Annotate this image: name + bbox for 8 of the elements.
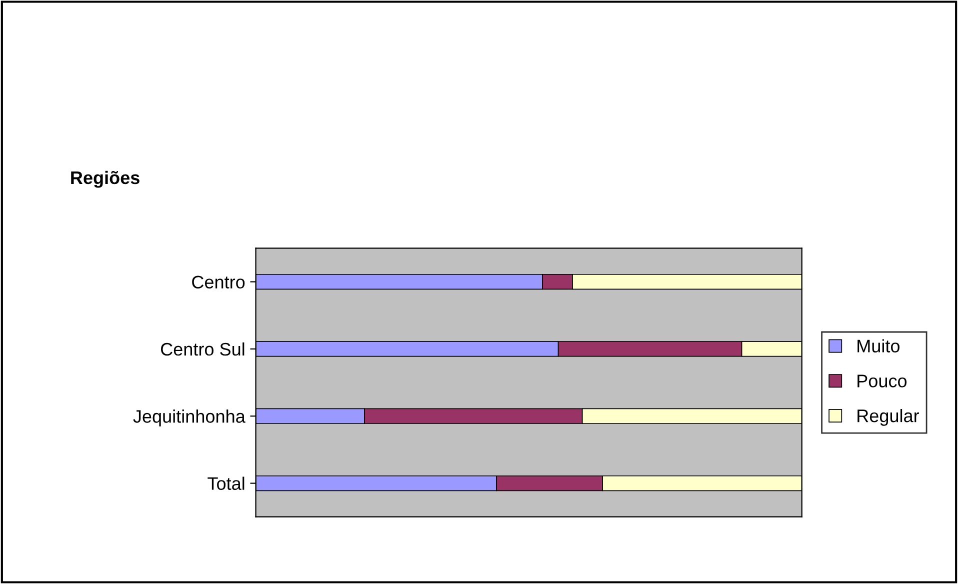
legend-label: Regular: [858, 408, 920, 426]
legend-label: Muito: [858, 339, 900, 352]
y-tick-label: Jequitinhonha: [133, 410, 246, 426]
y-tick-label: Centro: [192, 276, 245, 288]
legend-label: Pouco: [858, 374, 907, 388]
y-tick-label: Centro Sul: [160, 342, 244, 356]
y-axis-title: Regiões: [71, 170, 140, 188]
y-tick-label: Total: [208, 476, 244, 490]
